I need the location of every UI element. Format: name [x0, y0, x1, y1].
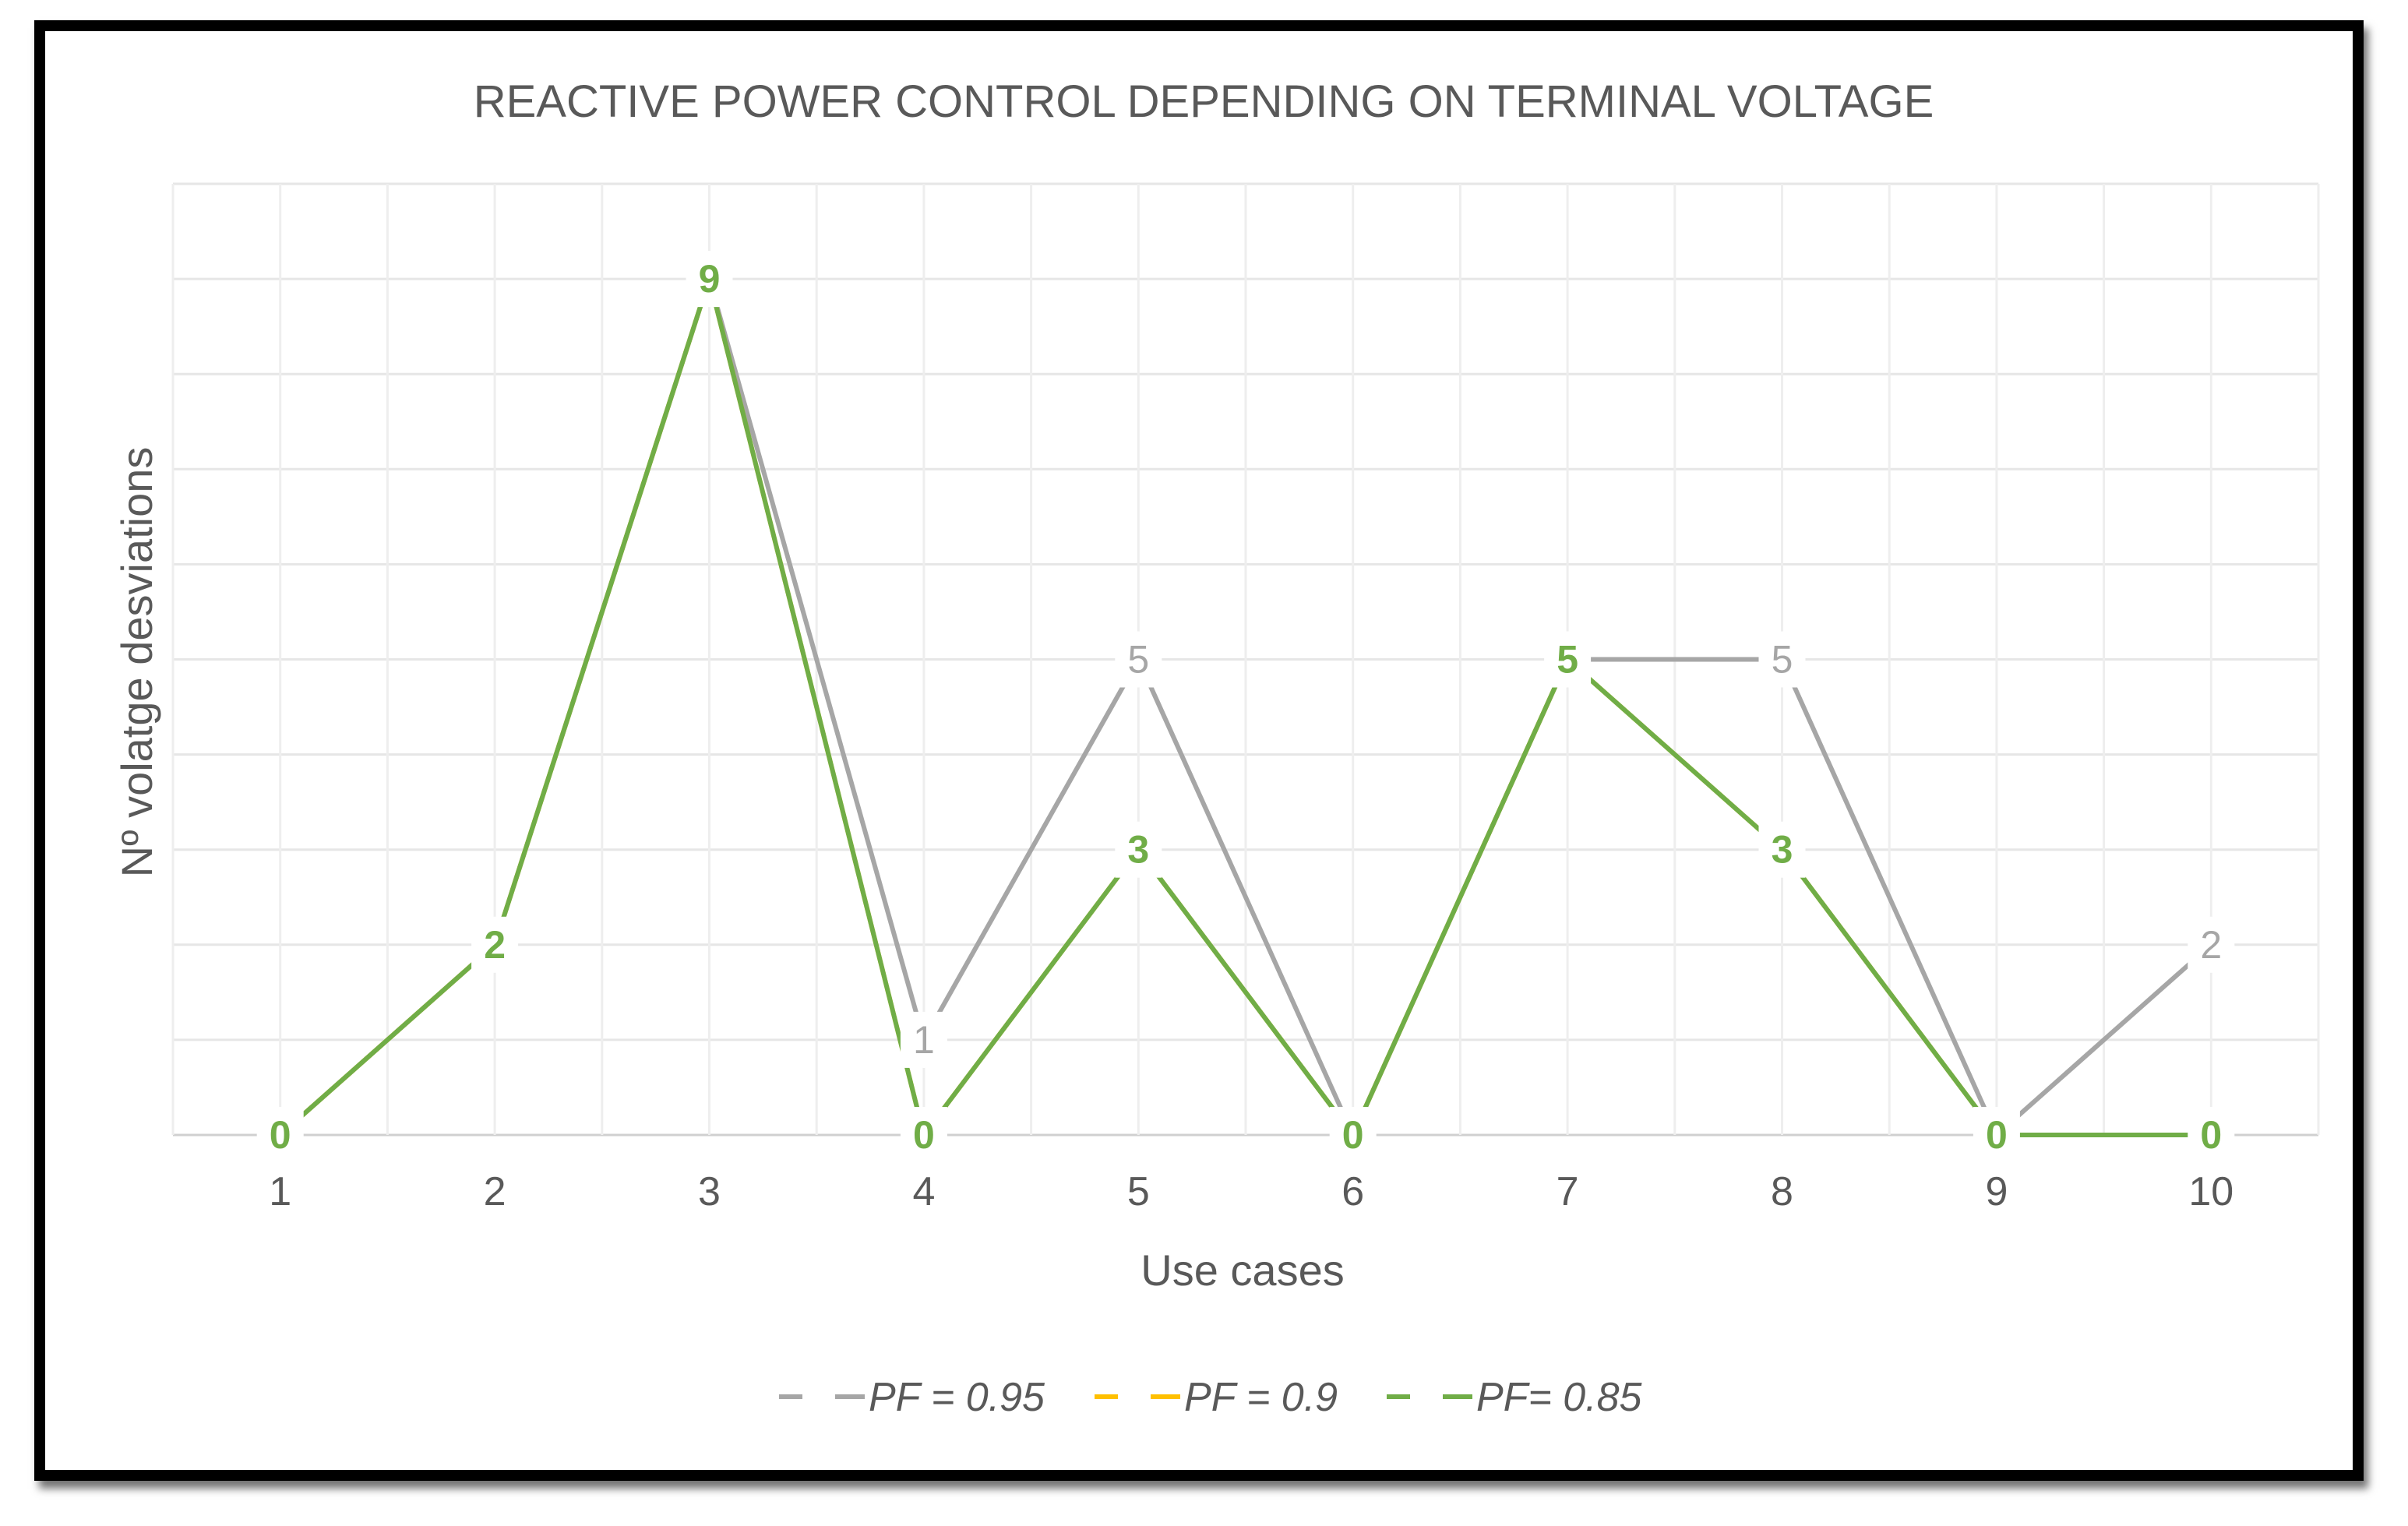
data-label-bg: [900, 1011, 947, 1068]
data-label-bg: [2188, 1107, 2235, 1163]
data-label-bg: [1115, 821, 1162, 878]
data-label-bg: [1973, 1107, 2020, 1163]
x-tick-label: 1: [269, 1169, 291, 1214]
legend: PF = 0.95 PF = 0.9 PF= 0.85: [779, 1375, 1643, 1420]
data-label-bg: [2188, 916, 2235, 973]
data-label-bg: [256, 1107, 304, 1163]
x-tick-label: 5: [1127, 1169, 1150, 1214]
x-axis-label: Use cases: [1141, 1246, 1344, 1295]
chart-title: REACTIVE POWER CONTROL DEPENDING ON TERM…: [474, 76, 1934, 127]
data-label-bg: [1329, 1107, 1377, 1163]
data-label: 2: [2200, 923, 2222, 967]
x-tick-label: 10: [2188, 1169, 2233, 1214]
data-label: 3: [1772, 828, 1793, 872]
data-label: 0: [2200, 1113, 2222, 1157]
data-label-bg: [1544, 631, 1592, 688]
data-label-bg: [900, 1107, 947, 1163]
data-label-bg: [471, 916, 519, 973]
y-axis-label: Nº volatge desviations: [112, 447, 161, 878]
data-label: 5: [1557, 638, 1578, 682]
x-tick-labels: 1 2 3 4 5 6 7 8 9 10: [269, 1169, 2233, 1214]
data-labels: 1 5 5 2 0 2 9 0 3 0 5 3 0 0: [256, 251, 2235, 1163]
x-tick-label: 2: [484, 1169, 506, 1214]
data-label: 0: [913, 1113, 935, 1157]
data-label-bg: [1115, 631, 1162, 688]
data-label-bg: [1758, 631, 1806, 688]
x-tick-label: 4: [912, 1169, 935, 1214]
data-label: 9: [699, 257, 721, 301]
gridlines: [171, 182, 2320, 1137]
data-label: 5: [1772, 638, 1793, 682]
data-label: 5: [1127, 638, 1149, 682]
legend-label: PF= 0.85: [1476, 1375, 1643, 1420]
x-tick-label: 8: [1771, 1169, 1793, 1214]
data-label: 0: [270, 1113, 291, 1157]
series-line: [278, 277, 2212, 1137]
x-tick-label: 7: [1557, 1169, 1579, 1214]
data-label-bg: [1758, 821, 1806, 878]
data-label-bg: [686, 251, 733, 308]
x-tick-label: 6: [1341, 1169, 1364, 1214]
data-label: 2: [484, 923, 506, 967]
x-tick-label: 9: [1985, 1169, 2008, 1214]
data-label: 0: [1342, 1113, 1364, 1157]
legend-label: PF = 0.9: [1184, 1375, 1338, 1420]
data-label: 3: [1127, 828, 1149, 872]
legend-label: PF = 0.95: [869, 1375, 1045, 1420]
data-label: 1: [913, 1018, 935, 1062]
data-label: 0: [1986, 1113, 2008, 1157]
series-lines: [278, 277, 2213, 1137]
x-tick-label: 3: [698, 1169, 721, 1214]
chart-frame: [34, 20, 2364, 1481]
